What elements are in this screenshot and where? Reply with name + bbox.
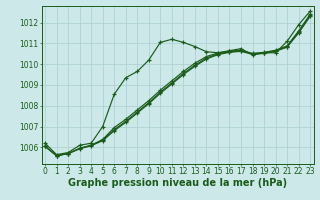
X-axis label: Graphe pression niveau de la mer (hPa): Graphe pression niveau de la mer (hPa)	[68, 178, 287, 188]
